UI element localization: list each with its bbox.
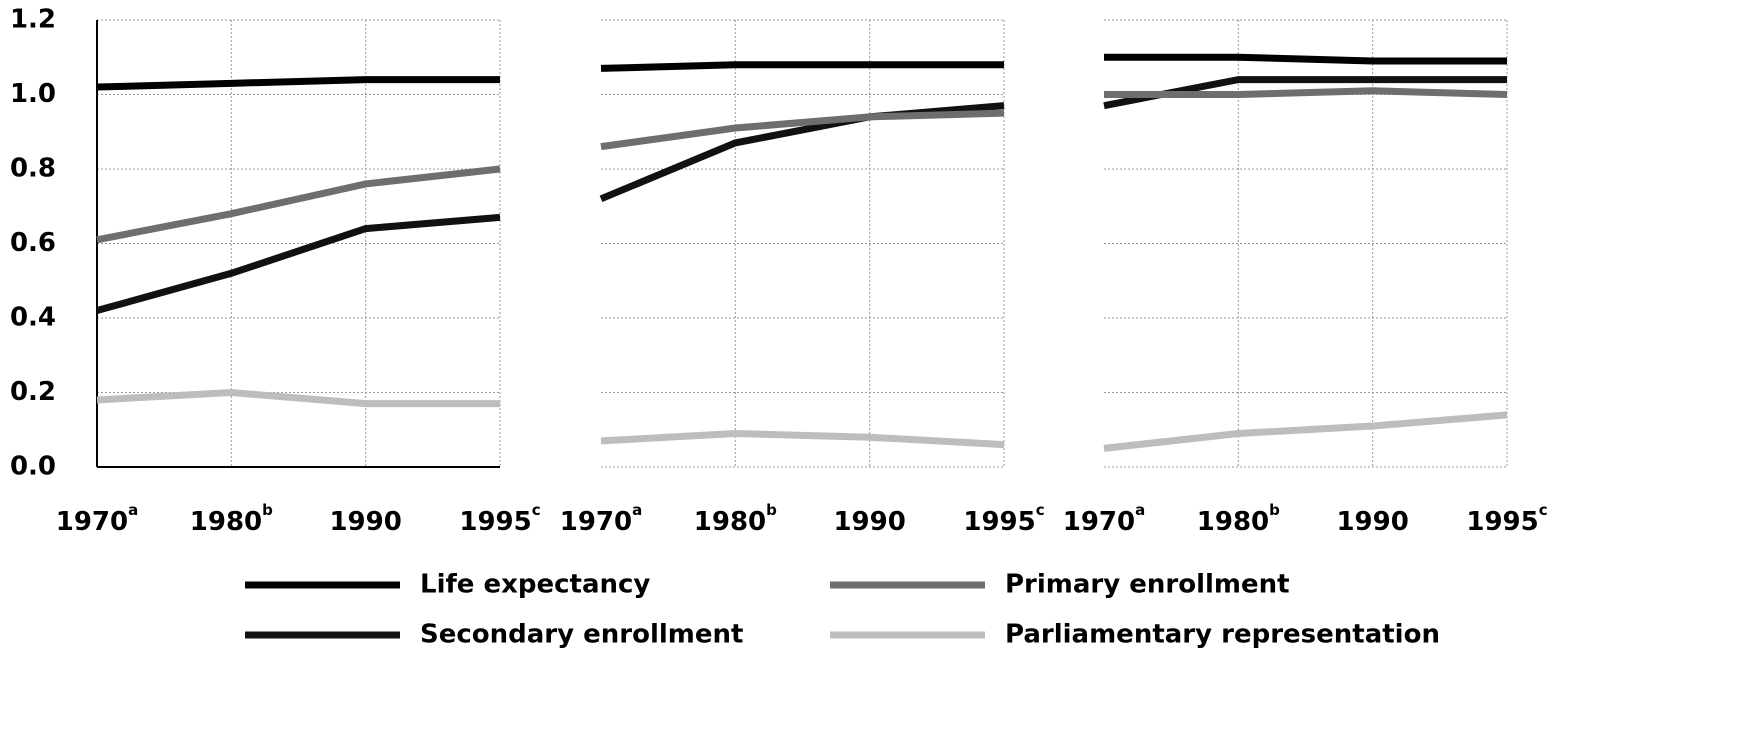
- series-line: [600, 61, 1004, 72]
- category-note: b: [262, 501, 273, 519]
- y-tick-label: 0.6: [10, 228, 56, 258]
- category-note: a: [1135, 501, 1145, 519]
- category: 1995: [1466, 507, 1538, 537]
- x-tick-label: 1980b: [190, 501, 273, 537]
- y-tick-label: 0.4: [10, 303, 56, 333]
- x-tick-label: 1980b: [694, 501, 777, 537]
- series-line: [1104, 53, 1507, 65]
- legend-label: Parliamentary representation: [1005, 620, 1440, 650]
- x-tick-label: 1970a: [1063, 501, 1146, 537]
- legend-label: Primary enrollment: [1005, 570, 1290, 600]
- legend-label: Secondary enrollment: [420, 620, 743, 650]
- category: 1990: [329, 507, 401, 537]
- category: 1990: [833, 507, 905, 537]
- series-line: [96, 213, 501, 314]
- category-note: a: [128, 501, 138, 519]
- category-note: b: [1269, 501, 1280, 519]
- x-tick-label: 1980b: [1197, 501, 1280, 537]
- category: 1970: [560, 507, 632, 537]
- x-tick-label: 1990: [329, 507, 401, 537]
- category-note: c: [532, 501, 541, 519]
- x-tick-label: 1970a: [56, 501, 139, 537]
- x-tick-label: 1990: [833, 507, 905, 537]
- legend-label: Life expectancy: [420, 570, 650, 600]
- category: 1970: [1063, 507, 1135, 537]
- category: 1970: [56, 507, 128, 537]
- category: 1980: [694, 507, 766, 537]
- category-note: c: [1036, 501, 1045, 519]
- series-line: [96, 165, 501, 244]
- category: 1980: [190, 507, 262, 537]
- series-line: [96, 76, 500, 91]
- category-note: b: [766, 501, 777, 519]
- series-line: [1104, 87, 1508, 98]
- category: 1995: [459, 507, 531, 537]
- y-tick-label: 1.0: [10, 79, 56, 109]
- series-line: [1103, 411, 1508, 452]
- x-tick-label: 1970a: [560, 501, 643, 537]
- y-tick-label: 1.2: [10, 5, 56, 35]
- x-tick-label: 1995c: [459, 501, 540, 537]
- category: 1980: [1197, 507, 1269, 537]
- x-tick-label: 1990: [1336, 507, 1408, 537]
- category: 1995: [963, 507, 1035, 537]
- category-note: a: [632, 501, 642, 519]
- x-tick-label: 1995c: [1466, 501, 1547, 537]
- series-line: [600, 429, 1005, 449]
- series-line: [96, 388, 500, 408]
- x-tick-label: 1995c: [963, 501, 1044, 537]
- y-tick-label: 0.0: [10, 452, 56, 482]
- series-line: [600, 109, 1005, 151]
- y-tick-label: 0.2: [10, 377, 56, 407]
- y-tick-label: 0.8: [10, 154, 56, 184]
- category-note: c: [1539, 501, 1548, 519]
- series-line: [599, 102, 1005, 203]
- category: 1990: [1336, 507, 1408, 537]
